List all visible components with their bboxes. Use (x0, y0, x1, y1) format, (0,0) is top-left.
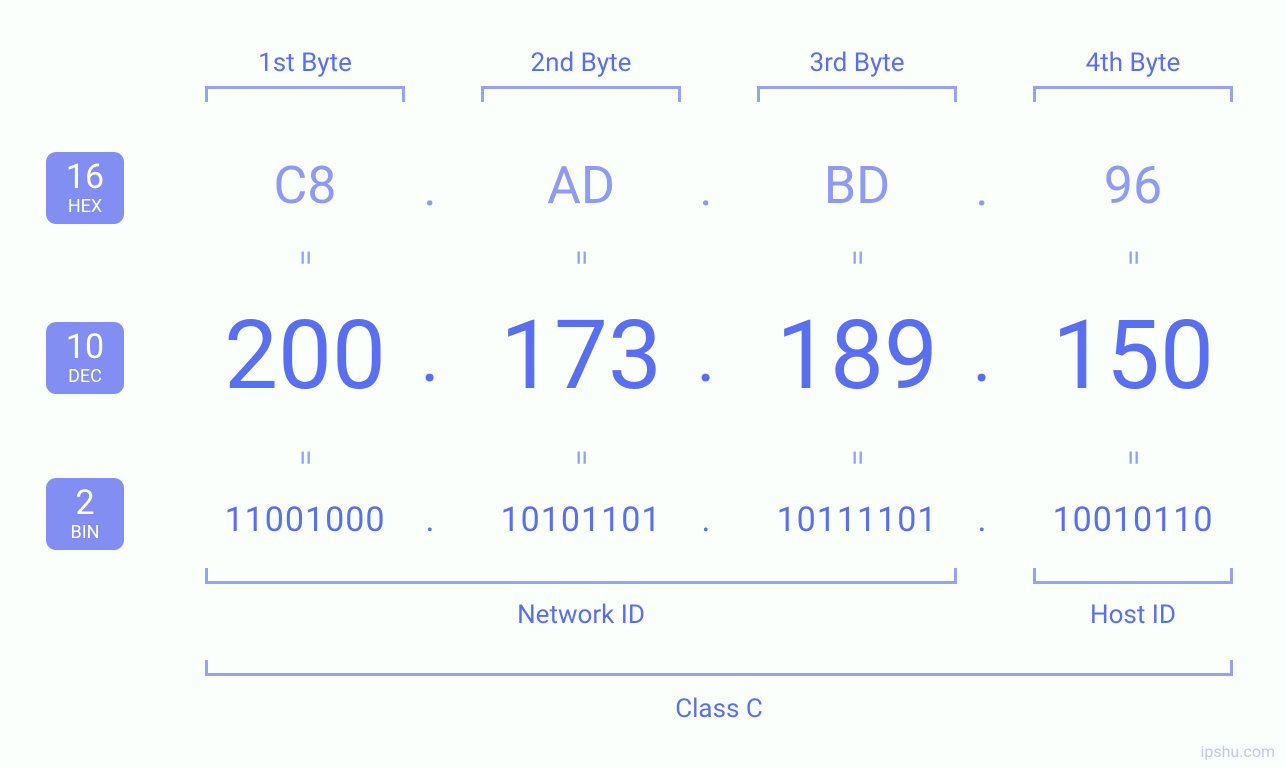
dec-byte-4: 150 (1028, 300, 1238, 412)
byte-label-1: 1st Byte (205, 48, 405, 78)
hex-dot-2: . (686, 160, 726, 217)
eq-hex-dec-2: = (564, 248, 599, 268)
eq-dec-bin-2: = (564, 448, 599, 468)
byte-label-2: 2nd Byte (481, 48, 681, 78)
badge-dec-base: 10 (46, 330, 124, 364)
byte-label-4: 4th Byte (1033, 48, 1233, 78)
badge-bin-label: BIN (46, 522, 124, 544)
eq-dec-bin-3: = (840, 448, 875, 468)
dec-byte-2: 173 (476, 300, 686, 412)
dec-byte-3: 189 (752, 300, 962, 412)
dec-dot-2: . (686, 314, 726, 399)
badge-hex-label: HEX (46, 196, 124, 218)
bin-dot-1: . (414, 500, 446, 540)
hex-dot-1: . (410, 160, 450, 217)
badge-bin: 2 BIN (46, 478, 124, 550)
watermark: ipshu.com (1200, 742, 1275, 761)
bin-dot-3: . (966, 500, 998, 540)
eq-hex-dec-3: = (840, 248, 875, 268)
byte-label-3: 3rd Byte (757, 48, 957, 78)
bracket-class (205, 660, 1233, 676)
badge-dec-label: DEC (46, 366, 124, 388)
eq-dec-bin-1: = (288, 448, 323, 468)
hex-dot-3: . (962, 160, 1002, 217)
bracket-top-4 (1033, 86, 1233, 102)
ip-diagram: 1st Byte 2nd Byte 3rd Byte 4th Byte 16 H… (0, 0, 1285, 767)
hex-byte-1: C8 (205, 155, 405, 216)
hex-byte-3: BD (757, 155, 957, 216)
badge-hex: 16 HEX (46, 152, 124, 224)
dec-dot-3: . (962, 314, 1002, 399)
bin-byte-4: 10010110 (1023, 500, 1243, 540)
bin-byte-3: 10111101 (747, 500, 967, 540)
dec-dot-1: . (410, 314, 450, 399)
label-class: Class C (205, 694, 1233, 724)
dec-byte-1: 200 (200, 300, 410, 412)
bracket-top-3 (757, 86, 957, 102)
bin-byte-1: 11001000 (195, 500, 415, 540)
eq-hex-dec-1: = (288, 248, 323, 268)
bracket-host-id (1033, 568, 1233, 584)
eq-dec-bin-4: = (1116, 448, 1151, 468)
hex-byte-2: AD (481, 155, 681, 216)
hex-byte-4: 96 (1033, 155, 1233, 216)
bracket-network-id (205, 568, 957, 584)
bin-dot-2: . (690, 500, 722, 540)
label-host-id: Host ID (1033, 600, 1233, 630)
bin-byte-2: 10101101 (471, 500, 691, 540)
badge-dec: 10 DEC (46, 322, 124, 394)
bracket-top-2 (481, 86, 681, 102)
label-network-id: Network ID (205, 600, 957, 630)
bracket-top-1 (205, 86, 405, 102)
eq-hex-dec-4: = (1116, 248, 1151, 268)
badge-hex-base: 16 (46, 160, 124, 194)
badge-bin-base: 2 (46, 486, 124, 520)
